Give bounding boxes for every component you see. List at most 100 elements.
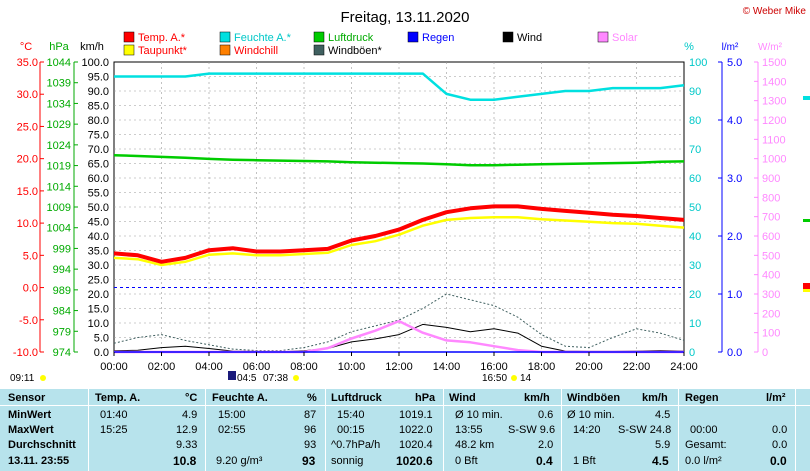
wind-unit: km/h <box>524 392 550 404</box>
pressure-tick-label: 989 <box>53 285 71 297</box>
temp-tick-label: 5.0 <box>23 250 38 262</box>
x-tick-label: 20:00 <box>575 361 603 373</box>
unit-wind: km/h <box>80 41 104 53</box>
x-tick-label: 12:00 <box>385 361 413 373</box>
row-label-sensor: Sensor <box>8 392 46 404</box>
humidity-tick-label: 60 <box>689 173 701 185</box>
temp-tick-label: 30.0 <box>17 89 38 101</box>
solar-tick-label: 900 <box>762 173 780 185</box>
wind-tick-label: 55.0 <box>88 188 109 200</box>
wind-header: Wind <box>449 392 476 404</box>
temp-tick-label: 10.0 <box>17 218 38 230</box>
wind-tick-label: 50.0 <box>88 202 109 214</box>
gust-header: Windböen <box>567 392 621 404</box>
wind-r1b: 0.6 <box>538 409 554 421</box>
wind-tick-label: 85.0 <box>88 101 109 113</box>
series-line-temp-a <box>113 204 685 264</box>
wind-r3a: 48.2 km <box>455 439 495 451</box>
right-axes: 10090807060504030201005.04.03.02.01.00.0… <box>689 57 786 359</box>
temp-tick-label: -5.0 <box>19 315 38 327</box>
pressure-min: 1019.1 <box>399 409 433 421</box>
x-tick-label: 02:00 <box>148 361 176 373</box>
pressure-tick-label: 1024 <box>47 140 71 152</box>
x-tick-label: 16:00 <box>480 361 508 373</box>
solar-tick-label: 1400 <box>762 76 786 88</box>
temp-max-time: 15:25 <box>100 424 128 436</box>
row-label-avg: Durchschnitt <box>8 439 76 451</box>
humidity-tick-label: 30 <box>689 260 701 272</box>
legend-label: Wind <box>517 32 542 44</box>
copyright-text: © Weber Mike <box>743 6 807 17</box>
humidity-tick-label: 90 <box>689 86 701 98</box>
x-tick-label: 10:00 <box>338 361 366 373</box>
sunrise-time: 04:5 <box>237 373 257 384</box>
rain-r4b: 0.0 <box>770 454 787 468</box>
legend-label: Windböen* <box>328 45 383 57</box>
rain-tick-label: 2.0 <box>727 231 742 243</box>
sunrise-time-2: 07:38 <box>263 373 288 384</box>
humidity-header: Feuchte A. <box>212 392 268 404</box>
wind-tick-label: 65.0 <box>88 159 109 171</box>
wind-tick-label: 40.0 <box>88 231 109 243</box>
humidity-unit: % <box>307 392 317 404</box>
wind-tick-label: 45.0 <box>88 217 109 229</box>
temp-tick-label: 15.0 <box>17 186 38 198</box>
humidity-abs: 9.20 g/m³ <box>216 455 263 467</box>
rain-tick-label: 0.0 <box>727 347 742 359</box>
rain-header: Regen <box>685 392 719 404</box>
rain-r3a: Gesamt: <box>685 439 727 451</box>
left-axes: 35.0 30.0 25.0 20.0 15.0 10.0 5.0 0.0 -5.0 -10.0 1… <box>13 57 109 359</box>
temp-tick-label: 35.0 <box>17 57 38 69</box>
legend-item-windchill: Windchill <box>219 44 278 57</box>
humidity-max: 96 <box>304 424 317 436</box>
pressure-avg: 1020.4 <box>399 439 433 451</box>
chart-title: Freitag, 13.11.2020 <box>341 9 470 26</box>
x-tick-label: 00:00 <box>100 361 128 373</box>
gust-r1a: Ø 10 min. <box>567 409 615 421</box>
pressure-tick-label: 1039 <box>47 78 71 90</box>
rain-tick-label: 1.0 <box>727 289 742 301</box>
pressure-max: 1022.0 <box>399 424 433 436</box>
temp-unit: °C <box>185 392 198 404</box>
pressure-tick-label: 1029 <box>47 119 71 131</box>
temp-tick-label: -10.0 <box>13 347 38 359</box>
series-line-taupunkt <box>113 216 685 267</box>
wind-tick-label: 15.0 <box>88 304 109 316</box>
solar-tick-label: 400 <box>762 270 780 282</box>
temp-avg: 9.33 <box>176 439 198 451</box>
sun-icon <box>511 375 517 381</box>
wind-r4b: 0.4 <box>536 454 553 468</box>
x-axis: 00:00 02:00 04:00 06:00 08:00 10:00 12:00 14:00… <box>100 352 698 373</box>
legend: Temp. A.* Feuchte A.* Luftdruck Regen Wi… <box>123 31 638 57</box>
solar-tick-label: 600 <box>762 231 780 243</box>
sunset-time: 14 <box>520 373 532 384</box>
wind-r2a: 13:55 <box>455 424 483 436</box>
gust-r4a: 1 Bft <box>573 455 596 467</box>
rain-tick-label: 5.0 <box>727 57 742 69</box>
humidity-min: 87 <box>304 409 317 421</box>
pressure-tick-label: 994 <box>53 264 71 276</box>
wind-tick-label: 10.0 <box>88 318 109 330</box>
humidity-tick-label: 50 <box>689 202 701 214</box>
rain-tick-label: 4.0 <box>727 115 742 127</box>
humidity-tick-label: 40 <box>689 231 701 243</box>
wind-r4a: 0 Bft <box>455 455 478 467</box>
pressure-tick-label: 1034 <box>47 98 71 110</box>
legend-label: Temp. A.* <box>138 32 186 44</box>
humidity-tick-label: 20 <box>689 289 701 301</box>
unit-solar: W/m² <box>758 42 783 53</box>
solar-tick-label: 1000 <box>762 154 786 166</box>
x-tick-label: 24:00 <box>670 361 698 373</box>
rain-unit: l/m² <box>766 392 786 404</box>
legend-item-wind: Wind <box>502 31 542 44</box>
solar-tick-label: 200 <box>762 308 780 320</box>
legend-item-gust: Windböen* <box>313 44 383 57</box>
pressure-forecast: sonnig <box>331 455 364 467</box>
pressure-trend: ^0.7hPa/h <box>331 439 381 451</box>
pressure-tick-label: 974 <box>53 347 71 359</box>
pressure-tick-label: 1004 <box>47 223 71 235</box>
pressure-max-time: 00:15 <box>337 424 365 436</box>
gust-unit: km/h <box>642 392 668 404</box>
rain-r2b: 0.0 <box>772 424 788 436</box>
humidity-tick-label: 0 <box>689 347 695 359</box>
